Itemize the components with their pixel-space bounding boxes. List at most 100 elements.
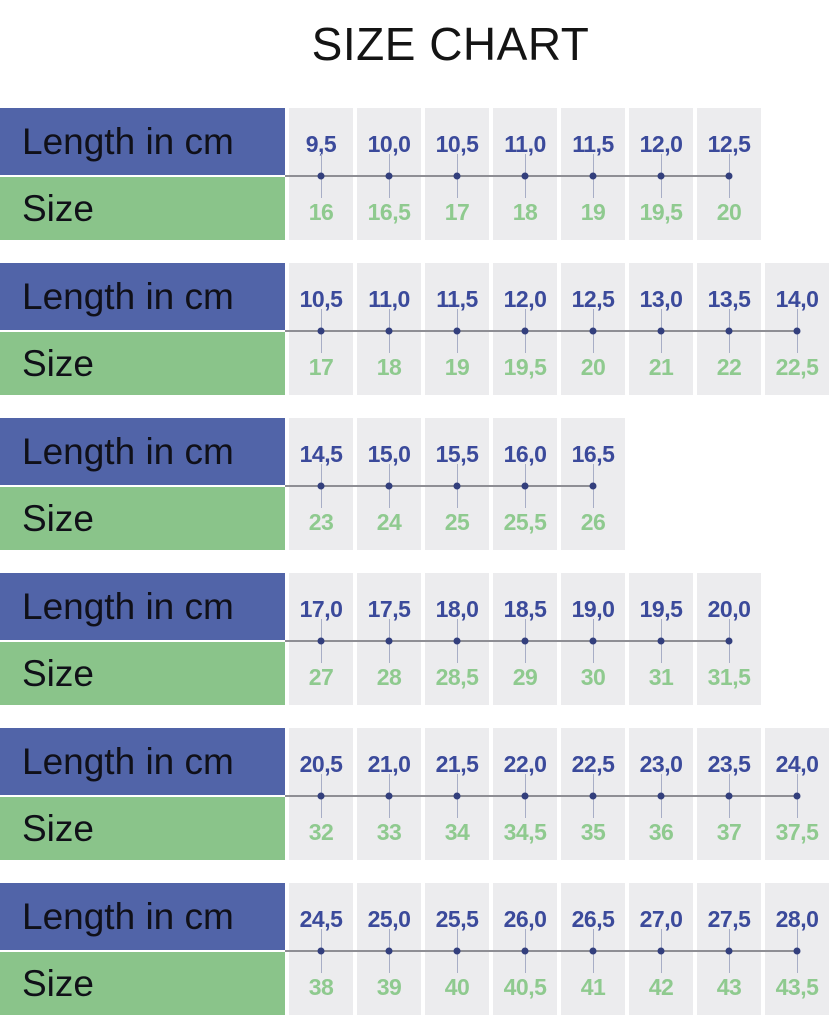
value-column: 16,0 25,5: [493, 418, 557, 550]
tick-dot: [385, 947, 393, 955]
length-value: 27,5: [707, 906, 751, 932]
size-value: 31,5: [707, 664, 751, 690]
size-value: 18: [376, 354, 402, 380]
length-value: 21,5: [435, 751, 479, 777]
value-column: 23,5 37: [697, 728, 761, 860]
value-column: 12,5 20: [697, 108, 761, 240]
length-row-label: Length in cm: [22, 740, 234, 782]
length-row-label: Length in cm: [22, 275, 234, 317]
value-column: 13,0 21: [629, 263, 693, 395]
tick-dot: [521, 482, 529, 490]
value-column: 24,5 38: [289, 883, 353, 1015]
value-columns: 14,5 23 15,0 24 15,5 25 16,0 25,5 16,5 26: [285, 418, 831, 550]
length-value: 20,5: [299, 751, 343, 777]
size-value: 43,5: [775, 974, 819, 1000]
tick-dot: [589, 482, 597, 490]
length-value: 12,0: [639, 131, 683, 157]
size-row-label: Size: [22, 962, 94, 1004]
length-row-label: Length in cm: [22, 585, 234, 627]
tick-dot: [657, 947, 665, 955]
tick-dot: [453, 172, 461, 180]
value-column: 11,0 18: [357, 263, 421, 395]
length-value: 16,5: [571, 441, 615, 467]
value-column: 12,5 20: [561, 263, 625, 395]
length-value: 11,5: [572, 131, 614, 157]
axis-line: [285, 795, 797, 797]
length-row-label: Length in cm: [22, 120, 234, 162]
length-row-header: Length in cm: [0, 418, 285, 485]
size-value: 37: [716, 819, 742, 845]
size-chart-group: Length in cm Size 10,5 17 11,0 18 11,5 19 12,0…: [0, 263, 831, 395]
size-value: 22: [716, 354, 742, 380]
value-column: 14,5 23: [289, 418, 353, 550]
tick-dot: [793, 947, 801, 955]
length-value: 23,5: [707, 751, 751, 777]
tick-dot: [725, 792, 733, 800]
value-column: 19,5 31: [629, 573, 693, 705]
length-row-header: Length in cm: [0, 263, 285, 330]
length-value: 24,5: [299, 906, 343, 932]
row-headers: Length in cm Size: [0, 728, 285, 860]
size-value: 39: [376, 974, 402, 1000]
tick-dot: [725, 172, 733, 180]
value-column: 18,5 29: [493, 573, 557, 705]
length-value: 23,0: [639, 751, 683, 777]
tick-dot: [453, 792, 461, 800]
tick-dot: [453, 327, 461, 335]
tick-dot: [725, 637, 733, 645]
size-value: 19,5: [503, 354, 547, 380]
length-value: 28,0: [775, 906, 819, 932]
value-column: 12,0 19,5: [493, 263, 557, 395]
value-column: 27,0 42: [629, 883, 693, 1015]
size-value: 17: [444, 199, 470, 225]
value-column: 15,0 24: [357, 418, 421, 550]
length-value: 22,5: [571, 751, 615, 777]
length-value: 11,0: [368, 286, 410, 312]
size-row-label: Size: [22, 652, 94, 694]
axis-line: [285, 950, 797, 952]
size-row-label: Size: [22, 187, 94, 229]
tick-dot: [725, 947, 733, 955]
value-column: 26,5 41: [561, 883, 625, 1015]
tick-dot: [793, 327, 801, 335]
size-value: 37,5: [775, 819, 819, 845]
row-headers: Length in cm Size: [0, 883, 285, 1015]
size-value: 28: [376, 664, 402, 690]
tick-dot: [793, 792, 801, 800]
value-column: 21,5 34: [425, 728, 489, 860]
tick-dot: [657, 637, 665, 645]
length-value: 16,0: [503, 441, 547, 467]
size-value: 42: [648, 974, 674, 1000]
tick-dot: [317, 172, 325, 180]
value-column: 22,0 34,5: [493, 728, 557, 860]
length-value: 10,5: [435, 131, 479, 157]
size-value: 27: [308, 664, 334, 690]
axis-line: [285, 330, 797, 332]
axis-line: [285, 640, 729, 642]
size-value: 43: [716, 974, 742, 1000]
axis-line: [285, 175, 729, 177]
row-headers: Length in cm Size: [0, 108, 285, 240]
length-value: 22,0: [503, 751, 547, 777]
size-value: 40,5: [503, 974, 547, 1000]
value-columns: 17,0 27 17,5 28 18,0 28,5 18,5 29 19,0 30 19,5 31 20…: [285, 573, 831, 705]
length-row-header: Length in cm: [0, 883, 285, 950]
length-value: 17,5: [367, 596, 411, 622]
size-value: 41: [580, 974, 606, 1000]
value-column: 11,5 19: [425, 263, 489, 395]
value-column: 28,0 43,5: [765, 883, 829, 1015]
tick-dot: [385, 792, 393, 800]
value-columns: 9,5 16 10,0 16,5 10,5 17 11,0 18 11,5 19 12,0 19,5 1…: [285, 108, 831, 240]
tick-dot: [589, 947, 597, 955]
value-column: 11,5 19: [561, 108, 625, 240]
value-column: 20,0 31,5: [697, 573, 761, 705]
length-row-label: Length in cm: [22, 430, 234, 472]
tick-dot: [385, 482, 393, 490]
value-column: 10,0 16,5: [357, 108, 421, 240]
tick-dot: [521, 172, 529, 180]
size-row-header: Size: [0, 952, 285, 1015]
size-value: 21: [648, 354, 674, 380]
length-value: 21,0: [367, 751, 411, 777]
size-chart-group: Length in cm Size 17,0 27 17,5 28 18,0 28,5 18…: [0, 573, 831, 705]
